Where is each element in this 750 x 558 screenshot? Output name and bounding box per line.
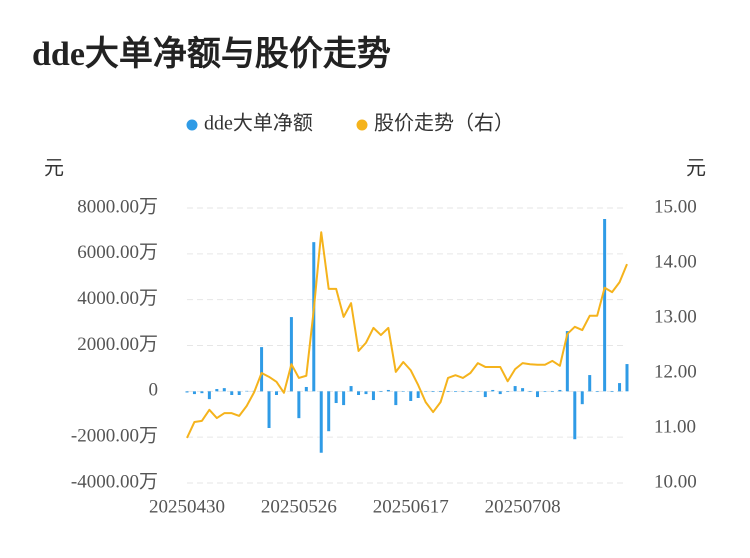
bar	[237, 391, 241, 395]
bar	[230, 391, 234, 395]
bar	[588, 375, 592, 392]
chart-title: dde大单净额与股价走势	[32, 35, 391, 73]
bar	[528, 391, 532, 393]
y-tick-label: -4000.00万	[71, 471, 158, 492]
y2-axis-unit: 元	[686, 158, 706, 180]
bar	[573, 391, 577, 440]
bar	[580, 391, 584, 405]
bar	[521, 388, 525, 392]
x-tick-label: 20250526	[261, 496, 337, 517]
bar	[595, 391, 599, 393]
bar	[536, 391, 540, 398]
y2-tick-label: 10.00	[654, 471, 697, 492]
bar	[200, 391, 204, 394]
bar	[386, 389, 390, 392]
bar	[379, 391, 383, 393]
bar	[274, 391, 278, 395]
bar	[618, 383, 622, 392]
legend-marker	[186, 119, 198, 131]
legend-marker	[356, 119, 368, 131]
bar	[439, 391, 443, 393]
bar	[506, 391, 510, 393]
bar	[625, 364, 629, 392]
bar	[364, 391, 368, 395]
legend-label: dde大单净额	[204, 112, 313, 135]
y-tick-label: 4000.00万	[77, 288, 158, 309]
bar	[558, 389, 562, 392]
y2-tick-label: 11.00	[654, 416, 696, 437]
y-tick-label: 6000.00万	[77, 242, 158, 263]
x-tick-label: 20250617	[373, 496, 449, 517]
bar	[468, 391, 472, 393]
bar	[476, 391, 480, 392]
bar	[446, 391, 450, 393]
bar	[461, 391, 465, 393]
x-tick-label: 20250430	[149, 496, 225, 517]
bar	[416, 391, 420, 398]
bar	[401, 391, 405, 392]
bar	[319, 391, 323, 453]
y-tick-label: 2000.00万	[77, 334, 158, 355]
bar	[342, 391, 346, 406]
y-axis-unit: 元	[44, 158, 64, 180]
y2-tick-label: 13.00	[654, 306, 697, 327]
bar	[267, 391, 271, 428]
bar	[349, 386, 353, 392]
bar	[289, 317, 293, 392]
y2-tick-label: 14.00	[654, 251, 697, 272]
bar	[409, 391, 413, 401]
bar	[215, 389, 219, 392]
bar	[245, 390, 249, 392]
bar	[424, 391, 428, 392]
bar	[453, 391, 457, 393]
bar	[192, 391, 196, 395]
bar	[483, 391, 487, 398]
x-tick-label: 20250708	[485, 496, 561, 517]
y2-tick-label: 12.00	[654, 361, 697, 382]
bar	[610, 391, 614, 393]
bar	[357, 391, 361, 395]
bar	[394, 391, 398, 406]
bar	[565, 331, 569, 392]
y-tick-label: 0	[149, 380, 159, 401]
bar	[327, 391, 331, 432]
y2-tick-label: 15.00	[654, 196, 697, 217]
bar	[185, 391, 189, 393]
bar	[297, 391, 301, 419]
bar	[498, 391, 502, 395]
bar	[207, 391, 211, 400]
bar	[603, 219, 607, 392]
bar	[334, 391, 338, 404]
bar	[304, 386, 308, 392]
bar	[550, 391, 554, 393]
bar	[431, 391, 435, 393]
legend-label: 股价走势（右）	[374, 112, 514, 135]
bar	[543, 391, 547, 393]
bar	[491, 389, 495, 392]
bar	[260, 347, 264, 392]
bar	[222, 388, 226, 392]
bar	[513, 386, 517, 392]
y-tick-label: 8000.00万	[77, 196, 158, 217]
y-tick-label: -2000.00万	[71, 426, 158, 447]
price-line	[186, 231, 628, 439]
bar	[371, 391, 375, 401]
